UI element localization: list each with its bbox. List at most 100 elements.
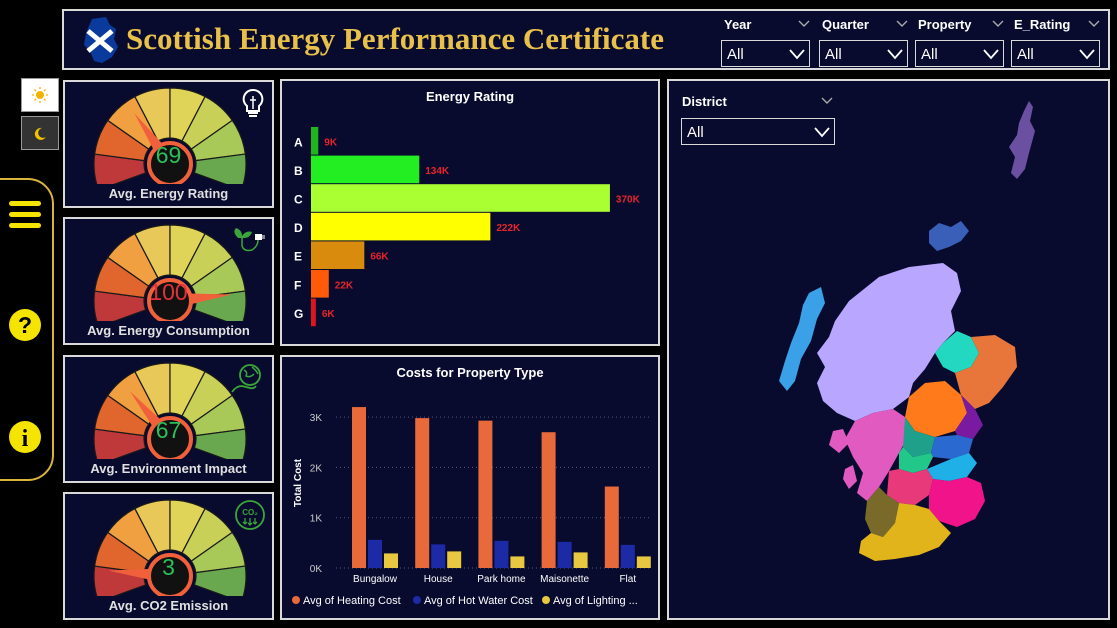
lightbulb-icon bbox=[242, 88, 264, 117]
chart-title: Energy Rating bbox=[425, 89, 515, 104]
kpi-card-energy-consumption: 100 Avg. Energy Consumption bbox=[63, 217, 274, 345]
energy-consumption-gauge bbox=[93, 224, 247, 321]
costs-property-type-plot: 0K 1K 2K 3K Total Cost Bungalow House Park home… bbox=[292, 407, 652, 607]
bar-park-home-s1 bbox=[494, 540, 509, 568]
y-tick-label: C bbox=[294, 193, 303, 207]
chevron-down-icon[interactable] bbox=[798, 19, 810, 29]
gauge-segment bbox=[193, 565, 247, 596]
quarter-dropdown[interactable]: All bbox=[819, 40, 908, 67]
page-title: Scottish Energy Performance Certificate bbox=[126, 21, 664, 56]
bar-flat-s2 bbox=[636, 556, 651, 568]
moon-icon bbox=[34, 127, 46, 140]
map-region-ayrshire[interactable] bbox=[865, 487, 899, 537]
kpi-label: Avg. Energy Rating bbox=[108, 186, 229, 201]
property-dropdown-value: All bbox=[921, 46, 938, 63]
map-region-dumfries-galloway[interactable] bbox=[859, 503, 951, 561]
data-label: 6K bbox=[322, 309, 336, 320]
bar-bungalow-s2 bbox=[384, 553, 398, 568]
district-dropdown[interactable]: All bbox=[681, 118, 835, 145]
year-dropdown[interactable]: All bbox=[721, 40, 810, 67]
chevron-down-icon bbox=[887, 49, 903, 60]
bar-g bbox=[311, 298, 316, 327]
map-region-orkney[interactable] bbox=[929, 221, 969, 251]
chart-title: Costs for Property Type bbox=[396, 365, 544, 380]
kpi-label: Avg. Environment Impact bbox=[90, 461, 247, 476]
menu-icon[interactable] bbox=[8, 198, 42, 232]
legend-marker bbox=[542, 596, 550, 604]
map-region-shetland[interactable] bbox=[1009, 101, 1035, 179]
kpi-value: 69 bbox=[155, 142, 182, 168]
map-region-highland[interactable] bbox=[817, 263, 961, 421]
legend-label: Avg of Hot Water Cost bbox=[424, 595, 533, 607]
chevron-down-icon[interactable] bbox=[992, 19, 1004, 29]
bar-c bbox=[311, 184, 610, 212]
x-tick-label: Bungalow bbox=[353, 574, 398, 585]
bar-flat-s1 bbox=[620, 544, 635, 568]
energy-rating-chart: Energy Rating A 9K B 134K C 370K D 222K E 66K F 22K… bbox=[280, 79, 660, 346]
dark-mode-button[interactable] bbox=[21, 116, 59, 150]
energy-rating-gauge bbox=[93, 87, 247, 184]
y-tick-label: 3K bbox=[310, 413, 323, 424]
globe-hand-icon bbox=[231, 364, 261, 393]
chevron-down-icon[interactable] bbox=[821, 96, 833, 106]
map-region-stirling[interactable] bbox=[903, 417, 935, 457]
map-region-central[interactable] bbox=[899, 447, 933, 473]
map-region-moray[interactable] bbox=[935, 331, 979, 373]
bar-house-s0 bbox=[415, 418, 430, 568]
kpi-label: Avg. CO2 Emission bbox=[108, 598, 229, 613]
map-region-eilean-siar[interactable] bbox=[779, 287, 825, 391]
kpi-card-energy-rating: 69 Avg. Energy Rating bbox=[63, 80, 274, 208]
kpi-card-environment-impact: 67 Avg. Environment Impact bbox=[63, 355, 274, 483]
bar-maisonette-s0 bbox=[541, 432, 556, 568]
chevron-down-icon bbox=[789, 49, 805, 60]
map-region-fife[interactable] bbox=[931, 435, 973, 459]
chevron-down-icon[interactable] bbox=[896, 19, 908, 29]
property-dropdown[interactable]: All bbox=[915, 40, 1004, 67]
e-rating-dropdown[interactable]: All bbox=[1011, 40, 1100, 67]
map-region-inner-isles[interactable] bbox=[829, 429, 849, 453]
bar-f bbox=[311, 270, 329, 298]
quarter-dropdown-value: All bbox=[825, 46, 842, 63]
gauge-hub bbox=[147, 416, 193, 459]
map-region-borders[interactable] bbox=[929, 477, 985, 527]
map-region-lanarkshire[interactable] bbox=[887, 469, 933, 505]
quarter-slicer-label: Quarter bbox=[822, 17, 869, 32]
light-mode-button[interactable] bbox=[21, 78, 59, 112]
map-region-lothian[interactable] bbox=[927, 453, 977, 481]
y-tick-label: 1K bbox=[310, 514, 323, 525]
bar-maisonette-s1 bbox=[557, 541, 572, 568]
help-icon[interactable]: ? bbox=[8, 308, 42, 342]
map-region-islay[interactable] bbox=[843, 465, 857, 489]
plug-leaf-icon bbox=[234, 228, 265, 252]
map-region-angus[interactable] bbox=[955, 395, 983, 439]
bar-park-home-s0 bbox=[478, 420, 493, 568]
co2-icon: CO₂ bbox=[235, 500, 265, 530]
map-region-aberdeenshire[interactable] bbox=[955, 335, 1017, 409]
bar-bungalow-s1 bbox=[368, 539, 382, 568]
gauge-segment bbox=[193, 428, 247, 459]
chevron-down-icon bbox=[983, 49, 999, 60]
bar-house-s1 bbox=[431, 544, 446, 568]
bar-maisonette-s2 bbox=[573, 552, 588, 568]
bar-b bbox=[311, 155, 420, 184]
bar-e bbox=[311, 241, 365, 269]
co2-emission-gauge bbox=[93, 499, 247, 596]
nav-rail bbox=[0, 178, 54, 481]
kpi-value: 100 bbox=[149, 279, 188, 305]
e-rating-dropdown-value: All bbox=[1017, 46, 1034, 63]
bar-a bbox=[311, 127, 319, 155]
energy-rating-plot: A 9K B 134K C 370K D 222K E 66K F 22K G 6K bbox=[294, 127, 641, 327]
gauge-hub bbox=[147, 141, 193, 184]
info-icon[interactable]: i bbox=[8, 420, 42, 454]
y-axis-label: Total Cost bbox=[293, 458, 304, 507]
scotland-district-map[interactable] bbox=[699, 91, 1079, 611]
map-region-argyll-bute[interactable] bbox=[845, 409, 909, 501]
kpi-label: Avg. Energy Consumption bbox=[87, 323, 250, 338]
map-region-perth-kinross[interactable] bbox=[905, 381, 967, 437]
district-dropdown-value: All bbox=[687, 124, 704, 141]
x-tick-label: Maisonette bbox=[540, 574, 589, 585]
chevron-down-icon[interactable] bbox=[1088, 19, 1100, 29]
y-tick-label: A bbox=[294, 135, 303, 149]
data-label: 222K bbox=[496, 223, 521, 234]
gauge-hub bbox=[147, 278, 193, 321]
